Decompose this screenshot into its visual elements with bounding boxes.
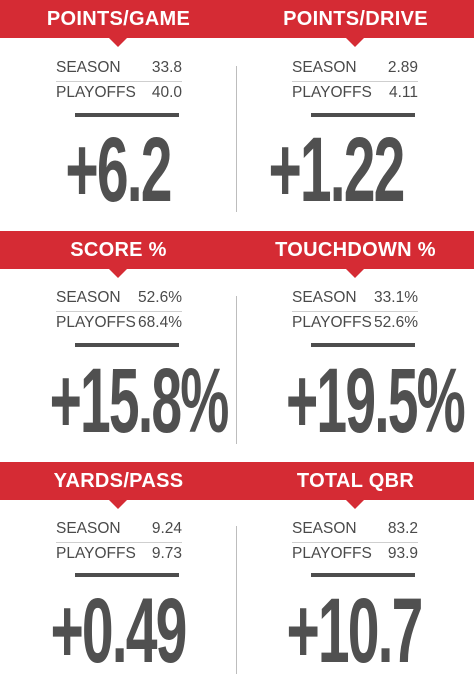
- delta-touchdown-pct: +19.5%: [286, 350, 466, 452]
- thick-rule: [75, 113, 179, 117]
- season-label: SEASON: [56, 289, 121, 306]
- playoffs-value: 68.4%: [138, 314, 182, 331]
- season-label: SEASON: [292, 289, 357, 306]
- banner-row-3: YARDS/PASS TOTAL QBR: [0, 462, 474, 509]
- stat-separator: [56, 81, 182, 82]
- season-label: SEASON: [56, 520, 121, 537]
- stat-separator: [292, 542, 418, 543]
- banner-row-1: POINTS/GAME POINTS/DRIVE: [0, 0, 474, 47]
- column-divider: [236, 526, 237, 674]
- thick-rule: [311, 343, 415, 347]
- banner-row-2: SCORE % TOUCHDOWN %: [0, 231, 474, 278]
- stat-separator: [292, 81, 418, 82]
- panel-title-yards-pass: YARDS/PASS: [53, 470, 184, 492]
- playoffs-stat-row: PLAYOFFS 4.11: [292, 82, 418, 104]
- season-stat-row: SEASON 52.6%: [56, 287, 182, 309]
- panel-title-touchdown: TOUCHDOWN %: [275, 239, 436, 261]
- delta-points-drive: +1.22: [268, 119, 405, 221]
- panel-title-points-drive: POINTS/DRIVE: [283, 8, 428, 30]
- column-divider: [236, 66, 237, 212]
- pointer-arrow: [346, 500, 364, 509]
- playoffs-stat-row: PLAYOFFS 52.6%: [292, 312, 418, 334]
- panel-title-score: SCORE %: [70, 239, 167, 261]
- thick-rule: [311, 573, 415, 577]
- thick-rule: [75, 343, 179, 347]
- playoffs-value: 93.9: [387, 545, 418, 562]
- delta-yards-pass: +0.49: [50, 580, 187, 674]
- playoffs-label: PLAYOFFS: [56, 84, 136, 101]
- playoffs-stat-row: PLAYOFFS 68.4%: [56, 312, 182, 334]
- season-value: 9.24: [151, 520, 182, 537]
- stat-separator: [56, 311, 182, 312]
- stat-separator: [292, 311, 418, 312]
- delta-points-game: +6.2: [65, 119, 172, 221]
- playoffs-label: PLAYOFFS: [56, 545, 136, 562]
- pointer-arrow: [346, 38, 364, 47]
- season-value: 33.8: [151, 59, 182, 76]
- playoffs-label: PLAYOFFS: [292, 84, 372, 101]
- playoffs-stat-row: PLAYOFFS 40.0: [56, 82, 182, 104]
- season-value: 52.6%: [138, 289, 182, 306]
- season-stat-row: SEASON 33.1%: [292, 287, 418, 309]
- playoffs-value: 52.6%: [374, 314, 418, 331]
- season-stat-row: SEASON 33.8: [56, 57, 182, 79]
- thick-rule: [75, 573, 179, 577]
- pointer-arrow: [346, 269, 364, 278]
- panel-title-points-game: POINTS/GAME: [46, 8, 191, 30]
- season-value: 83.2: [387, 520, 418, 537]
- stat-separator: [56, 542, 182, 543]
- season-stat-row: SEASON 2.89: [292, 57, 418, 79]
- delta-score-pct: +15.8%: [49, 350, 230, 452]
- pointer-arrow: [109, 38, 127, 47]
- pointer-arrow: [109, 269, 127, 278]
- playoffs-stat-row: PLAYOFFS 9.73: [56, 543, 182, 565]
- thick-rule: [311, 113, 415, 117]
- season-value: 2.89: [387, 59, 418, 76]
- playoffs-stat-row: PLAYOFFS 93.9: [292, 543, 418, 565]
- pointer-arrow: [109, 500, 127, 509]
- playoffs-value: 9.73: [151, 545, 182, 562]
- panel-title-total-qbr: TOTAL QBR: [296, 470, 415, 492]
- playoffs-value: 4.11: [388, 84, 418, 101]
- season-stat-row: SEASON 9.24: [56, 518, 182, 540]
- delta-total-qbr: +10.7: [286, 580, 423, 674]
- playoffs-label: PLAYOFFS: [56, 314, 136, 331]
- playoffs-label: PLAYOFFS: [292, 314, 372, 331]
- season-stat-row: SEASON 83.2: [292, 518, 418, 540]
- playoffs-label: PLAYOFFS: [292, 545, 372, 562]
- column-divider: [236, 296, 237, 444]
- season-label: SEASON: [292, 520, 357, 537]
- season-value: 33.1%: [374, 289, 418, 306]
- season-label: SEASON: [292, 59, 357, 76]
- season-label: SEASON: [56, 59, 121, 76]
- playoffs-value: 40.0: [151, 84, 182, 101]
